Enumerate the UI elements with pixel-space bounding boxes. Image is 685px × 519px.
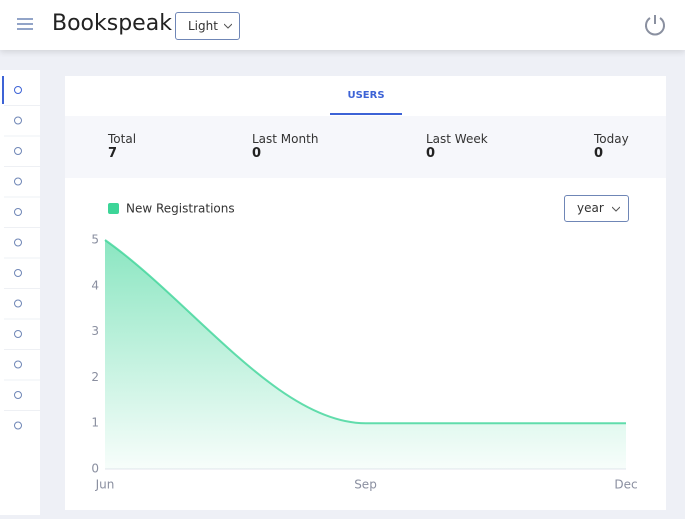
stat-value: 0 (594, 146, 604, 161)
tab[interactable]: USERS (347, 90, 385, 101)
stat-value: 7 (108, 146, 118, 161)
nav-icon (14, 208, 22, 216)
area-line (104, 239, 626, 425)
y-tick-label: 5 (91, 233, 99, 247)
legend-swatch (108, 203, 119, 214)
sidebar-icons (2, 76, 40, 430)
stat-label: Total (108, 132, 137, 146)
menu-button[interactable] (17, 17, 33, 31)
x-tick-label: Jun (95, 478, 115, 492)
theme-value: Light (188, 19, 218, 33)
stat-label: Last Week (426, 132, 488, 146)
y-tick-label: 4 (91, 278, 99, 292)
stat-value: 0 (252, 146, 262, 161)
nav-icon (14, 391, 22, 399)
nav-icon (14, 238, 22, 247)
nav-icon (14, 147, 22, 155)
nav-icon (14, 421, 22, 430)
nav-icon (14, 330, 22, 338)
range-value: year (577, 201, 604, 215)
area (105, 240, 626, 469)
nav-icon (14, 116, 22, 125)
nav-icon (14, 269, 22, 277)
nav-icon (14, 86, 22, 94)
app-title: Bookspeak (52, 11, 172, 36)
chevron (224, 23, 232, 29)
legend-label: New Registrations (126, 202, 235, 216)
stat-value: 0 (426, 146, 436, 161)
y-tick-label: 3 (91, 324, 99, 338)
active-indicator (2, 76, 4, 104)
theme-select[interactable]: Light (175, 12, 240, 40)
range-select[interactable]: year (564, 195, 629, 222)
x-tick-label: Sep (354, 478, 377, 492)
y-tick-label: 2 (91, 370, 99, 384)
stats-band: Total 7 Last Month 0 Last Week 0 Today 0 (65, 116, 666, 178)
nav-icon (14, 299, 22, 308)
chevron (612, 206, 620, 212)
x-tick-label: Dec (614, 478, 637, 492)
y-tick-label: 0 (91, 462, 99, 476)
stat-label: Last Month (252, 132, 319, 146)
nav-icon (14, 177, 22, 186)
tab-underline (330, 113, 402, 115)
power-button[interactable] (643, 13, 667, 37)
sidebar (0, 70, 40, 515)
nav-icon (14, 360, 22, 369)
stat-label: Today (594, 132, 629, 146)
header: Bookspeak Light (0, 0, 685, 50)
y-tick-label: 1 (91, 416, 99, 430)
